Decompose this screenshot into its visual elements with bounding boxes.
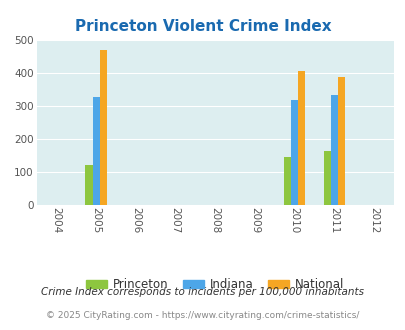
Bar xyxy=(330,95,337,205)
Legend: Princeton, Indiana, National: Princeton, Indiana, National xyxy=(81,273,348,296)
Bar xyxy=(323,151,330,205)
Bar xyxy=(85,165,92,205)
Bar xyxy=(99,50,107,205)
Text: Crime Index corresponds to incidents per 100,000 inhabitants: Crime Index corresponds to incidents per… xyxy=(41,287,364,297)
Bar xyxy=(290,100,297,205)
Text: © 2025 CityRating.com - https://www.cityrating.com/crime-statistics/: © 2025 CityRating.com - https://www.city… xyxy=(46,311,359,320)
Bar xyxy=(92,97,99,205)
Bar xyxy=(297,71,305,205)
Bar xyxy=(283,157,290,205)
Bar xyxy=(337,77,344,205)
Text: Princeton Violent Crime Index: Princeton Violent Crime Index xyxy=(75,19,330,34)
